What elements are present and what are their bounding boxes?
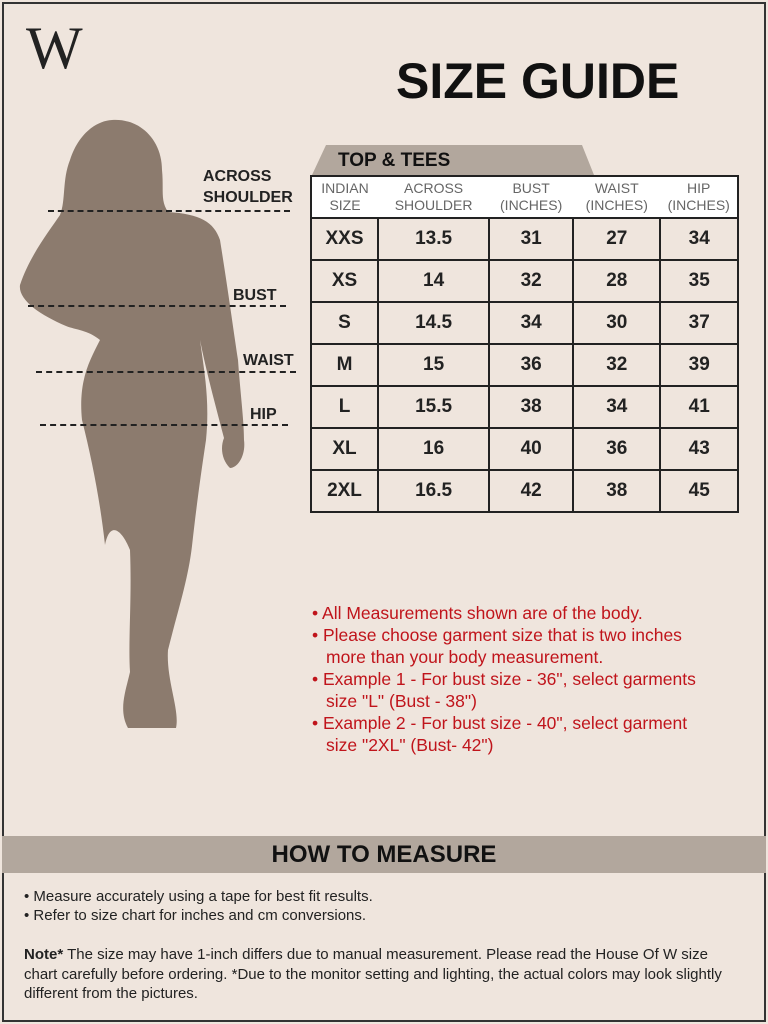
note-line: more than your body measurement.	[326, 647, 604, 667]
table-cell: L	[310, 385, 379, 429]
table-cell: 45	[659, 469, 739, 513]
table-header-row: INDIAN SIZE ACROSS SHOULDER BUST (INCHES…	[310, 175, 739, 219]
table-cell: 34	[659, 217, 739, 261]
table-row: L 15.5 38 34 41	[310, 385, 739, 429]
table-row: S 14.5 34 30 37	[310, 301, 739, 345]
bust-line	[28, 305, 286, 307]
instruction-item: • Refer to size chart for inches and cm …	[24, 907, 367, 924]
note-line: size "L" (Bust - 38")	[326, 691, 477, 711]
table-cell: 38	[488, 385, 575, 429]
table-cell: 15	[376, 343, 491, 387]
table-row: XXS 13.5 31 27 34	[310, 217, 739, 261]
hip-line	[40, 424, 288, 426]
table-cell: 28	[572, 259, 662, 303]
table-cell: 16	[376, 427, 491, 471]
category-tab-label: TOP & TEES	[338, 150, 451, 171]
label-waist: WAIST	[243, 352, 294, 369]
table-cell: 14	[376, 259, 491, 303]
header-waist: WAIST (INCHES)	[573, 175, 661, 219]
note-line: • Example 1 - For bust size - 36", selec…	[312, 669, 696, 689]
note-line: size "2XL" (Bust- 42")	[326, 735, 494, 755]
note-label: Note*	[24, 946, 64, 963]
measure-instructions: • Measure accurately using a tape for be…	[24, 887, 373, 925]
table-cell: 36	[488, 343, 575, 387]
table-cell: 37	[659, 301, 739, 345]
table-cell: 35	[659, 259, 739, 303]
table-cell: 41	[659, 385, 739, 429]
size-table: INDIAN SIZE ACROSS SHOULDER BUST (INCHES…	[310, 175, 739, 513]
table-cell: 36	[572, 427, 662, 471]
table-cell: 42	[488, 469, 575, 513]
table-cell: M	[310, 343, 379, 387]
header-bust: BUST (INCHES)	[489, 175, 574, 219]
instruction-item: • Measure accurately using a tape for be…	[24, 888, 373, 905]
table-row: 2XL 16.5 42 38 45	[310, 469, 739, 513]
table-cell: 2XL	[310, 469, 379, 513]
disclaimer-note: Note* The size may have 1-inch differs d…	[24, 945, 744, 1004]
page-title: SIZE GUIDE	[396, 53, 680, 109]
category-tab: TOP & TEES	[312, 145, 594, 175]
note-line: • Example 2 - For bust size - 40", selec…	[312, 713, 688, 733]
table-cell: 32	[572, 343, 662, 387]
table-cell: 34	[572, 385, 662, 429]
header-hip: HIP (INCHES)	[660, 175, 739, 219]
brand-logo: W	[26, 15, 83, 81]
label-across-shoulder: ACROSS SHOULDER	[203, 168, 293, 206]
fit-notes: • All Measurements shown are of the body…	[312, 602, 696, 756]
label-hip: HIP	[250, 406, 277, 423]
table-row: XL 16 40 36 43	[310, 427, 739, 471]
table-row: M 15 36 32 39	[310, 343, 739, 387]
table-cell: 14.5	[376, 301, 491, 345]
table-cell: 13.5	[376, 217, 491, 261]
table-cell: XXS	[310, 217, 379, 261]
table-cell: 32	[488, 259, 575, 303]
table-row: XS 14 32 28 35	[310, 259, 739, 303]
note-line: • Please choose garment size that is two…	[312, 625, 682, 645]
table-cell: 27	[572, 217, 662, 261]
table-cell: S	[310, 301, 379, 345]
shoulder-line	[48, 210, 290, 212]
how-to-measure-heading: HOW TO MEASURE	[2, 836, 766, 873]
table-cell: 31	[488, 217, 575, 261]
table-cell: 15.5	[376, 385, 491, 429]
table-cell: XS	[310, 259, 379, 303]
header-shoulder: ACROSS SHOULDER	[378, 175, 490, 219]
note-line: • All Measurements shown are of the body…	[312, 603, 643, 623]
table-cell: 39	[659, 343, 739, 387]
note-text: The size may have 1-inch differs due to …	[24, 946, 722, 1002]
waist-line	[36, 371, 296, 373]
header-size: INDIAN SIZE	[310, 175, 378, 219]
table-cell: 34	[488, 301, 575, 345]
table-cell: 40	[488, 427, 575, 471]
table-cell: 38	[572, 469, 662, 513]
table-cell: XL	[310, 427, 379, 471]
table-cell: 30	[572, 301, 662, 345]
table-cell: 43	[659, 427, 739, 471]
label-bust: BUST	[233, 287, 277, 304]
table-cell: 16.5	[376, 469, 491, 513]
body-silhouette	[19, 119, 245, 728]
